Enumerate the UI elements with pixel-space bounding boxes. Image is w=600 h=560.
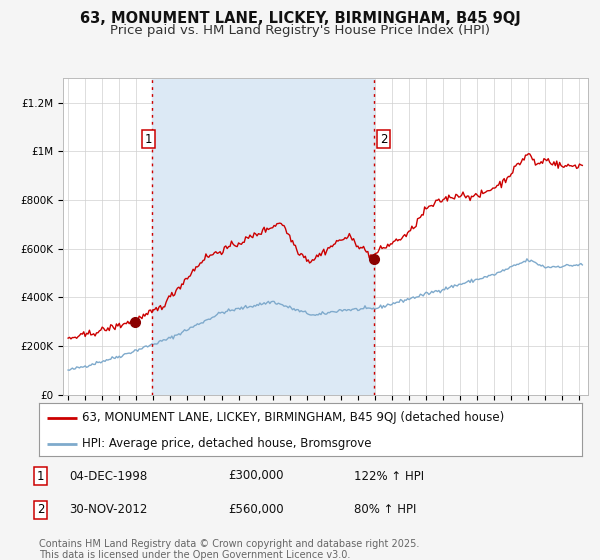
Text: 1: 1 [145,133,152,146]
Text: £560,000: £560,000 [228,503,284,516]
Bar [152,78,374,395]
Text: £300,000: £300,000 [228,469,284,483]
Text: 2: 2 [37,503,44,516]
Text: 122% ↑ HPI: 122% ↑ HPI [354,469,424,483]
Text: 2: 2 [380,133,388,146]
Text: 63, MONUMENT LANE, LICKEY, BIRMINGHAM, B45 9QJ: 63, MONUMENT LANE, LICKEY, BIRMINGHAM, B… [80,11,520,26]
Text: 30-NOV-2012: 30-NOV-2012 [69,503,148,516]
Text: 80% ↑ HPI: 80% ↑ HPI [354,503,416,516]
Text: 63, MONUMENT LANE, LICKEY, BIRMINGHAM, B45 9QJ (detached house): 63, MONUMENT LANE, LICKEY, BIRMINGHAM, B… [82,411,505,424]
Text: Price paid vs. HM Land Registry's House Price Index (HPI): Price paid vs. HM Land Registry's House … [110,24,490,36]
Text: 04-DEC-1998: 04-DEC-1998 [69,469,147,483]
Text: HPI: Average price, detached house, Bromsgrove: HPI: Average price, detached house, Brom… [82,437,372,450]
Text: 1: 1 [37,469,44,483]
Text: Contains HM Land Registry data © Crown copyright and database right 2025.
This d: Contains HM Land Registry data © Crown c… [39,539,419,560]
